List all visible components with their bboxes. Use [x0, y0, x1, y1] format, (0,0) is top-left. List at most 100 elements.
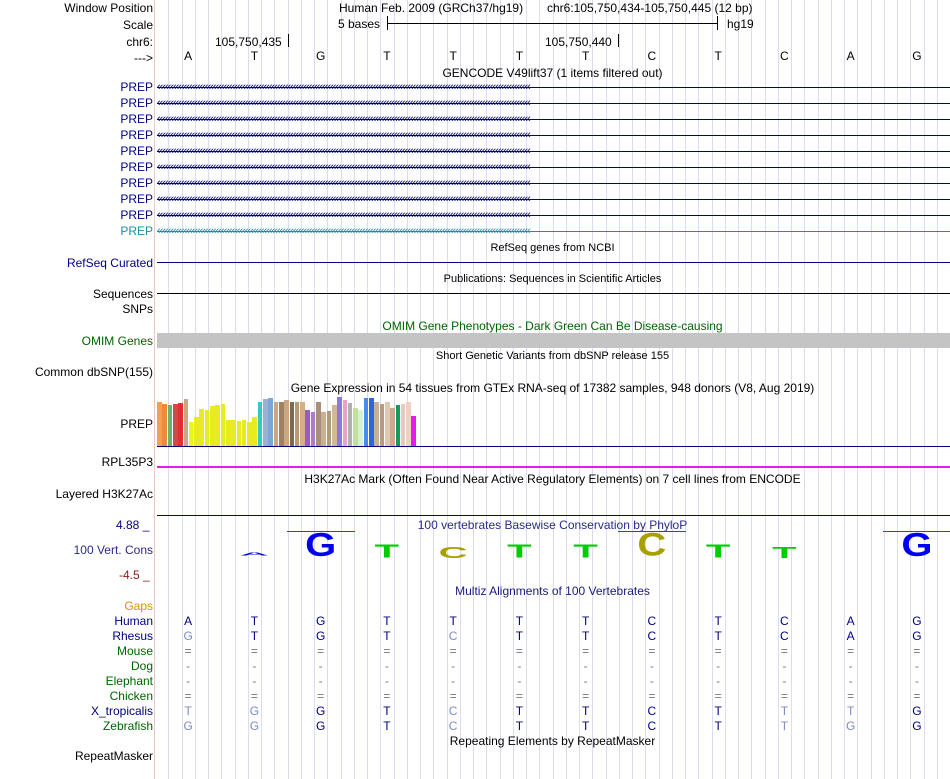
layered-h3k27ac-label[interactable]: Layered H3K27Ac: [55, 487, 153, 501]
refseq-line[interactable]: [157, 262, 950, 263]
position-text[interactable]: chr6:105,750,434-105,750,445 (12 bp): [547, 1, 753, 15]
gtex-tissue-bar[interactable]: [204, 410, 210, 446]
gtex-tissue-bar[interactable]: [400, 404, 406, 446]
gencode-transcript-track[interactable]: ‹‹‹‹‹‹‹‹‹‹‹‹‹‹‹‹‹‹‹‹‹‹‹‹‹‹‹‹‹‹‹‹‹‹‹‹‹‹‹‹…: [157, 129, 950, 142]
phylop-base-glyph[interactable]: T: [573, 540, 598, 562]
gencode-transcript-label[interactable]: PREP: [120, 96, 153, 110]
species-label[interactable]: Dog: [130, 659, 153, 673]
gtex-tissue-bar[interactable]: [273, 402, 279, 446]
gencode-transcript-track[interactable]: ‹‹‹‹‹‹‹‹‹‹‹‹‹‹‹‹‹‹‹‹‹‹‹‹‹‹‹‹‹‹‹‹‹‹‹‹‹‹‹‹…: [157, 97, 950, 110]
gtex-tissue-bar[interactable]: [369, 398, 374, 446]
phylop-base-glyph[interactable]: T: [705, 540, 731, 562]
gtex-tissue-bar[interactable]: [178, 403, 183, 446]
gtex-tissue-bar[interactable]: [337, 397, 342, 446]
species-label[interactable]: Chicken: [109, 689, 153, 703]
phylop-base-glyph[interactable]: T: [507, 540, 532, 562]
gtex-tissue-bar[interactable]: [384, 402, 390, 446]
gtex-tissue-bar[interactable]: [331, 405, 337, 446]
gtex-tissue-bar[interactable]: [225, 420, 231, 446]
gtex-tissue-bar[interactable]: [252, 417, 258, 446]
gtex-gene2-label[interactable]: RPL35P3: [101, 455, 153, 469]
gencode-transcript-label[interactable]: PREP: [120, 144, 153, 158]
gtex-tissue-bar[interactable]: [157, 402, 162, 446]
gtex-tissue-bar[interactable]: [268, 398, 273, 446]
gtex-gene-label[interactable]: PREP: [120, 417, 153, 431]
phylop-label[interactable]: 100 Vert. Cons: [73, 543, 153, 557]
gencode-transcript-track[interactable]: ‹‹‹‹‹‹‹‹‹‹‹‹‹‹‹‹‹‹‹‹‹‹‹‹‹‹‹‹‹‹‹‹‹‹‹‹‹‹‹‹…: [157, 113, 950, 126]
gencode-title[interactable]: GENCODE V49lift37 (1 items filtered out): [442, 66, 663, 80]
gtex-tissue-bar[interactable]: [220, 404, 226, 446]
refseq-title[interactable]: RefSeq genes from NCBI: [490, 242, 615, 254]
gtex-tissue-bar[interactable]: [294, 402, 300, 446]
gtex-tissue-bar[interactable]: [300, 402, 305, 446]
gtex-tissue-bar[interactable]: [374, 402, 379, 446]
gtex-tissue-bar[interactable]: [257, 402, 263, 446]
gencode-transcript-track[interactable]: ‹‹‹‹‹‹‹‹‹‹‹‹‹‹‹‹‹‹‹‹‹‹‹‹‹‹‹‹‹‹‹‹‹‹‹‹‹‹‹‹…: [157, 193, 950, 206]
gtex-tissue-bar[interactable]: [305, 410, 311, 446]
gtex-tissue-bar[interactable]: [188, 422, 194, 446]
gencode-transcript-label[interactable]: PREP: [120, 112, 153, 126]
gencode-transcript-label[interactable]: PREP: [120, 192, 153, 206]
refseq-curated-label[interactable]: RefSeq Curated: [66, 256, 153, 270]
snps-label[interactable]: SNPs: [122, 302, 153, 316]
gtex-tissue-bar[interactable]: [363, 398, 369, 446]
common-dbsnp-label[interactable]: Common dbSNP(155): [34, 365, 153, 379]
phylop-base-glyph[interactable]: C: [438, 544, 468, 562]
gtex-tissue-bar[interactable]: [321, 412, 326, 446]
gencode-transcript-track[interactable]: ‹‹‹‹‹‹‹‹‹‹‹‹‹‹‹‹‹‹‹‹‹‹‹‹‹‹‹‹‹‹‹‹‹‹‹‹‹‹‹‹…: [157, 161, 950, 174]
gtex-tissue-bar[interactable]: [289, 402, 295, 446]
gtex-tissue-bar[interactable]: [379, 404, 385, 446]
gencode-transcript-label[interactable]: PREP: [120, 128, 153, 142]
gencode-transcript-track[interactable]: ‹‹‹‹‹‹‹‹‹‹‹‹‹‹‹‹‹‹‹‹‹‹‹‹‹‹‹‹‹‹‹‹‹‹‹‹‹‹‹‹…: [157, 81, 950, 94]
rpl35p3-line[interactable]: [157, 466, 950, 468]
gencode-transcript-label[interactable]: PREP: [120, 160, 153, 174]
species-label[interactable]: Human: [114, 614, 153, 628]
gtex-tissue-bar[interactable]: [406, 402, 411, 446]
gencode-transcript-label[interactable]: PREP: [120, 208, 153, 222]
gtex-tissue-bar[interactable]: [342, 400, 348, 446]
gtex-tissue-bar[interactable]: [231, 420, 236, 446]
gtex-tissue-bar[interactable]: [263, 399, 268, 446]
gtex-tissue-bar[interactable]: [247, 422, 252, 446]
phylop-base-glyph[interactable]: T: [772, 544, 797, 562]
publications-line[interactable]: [157, 293, 950, 294]
sequences-label[interactable]: Sequences: [92, 287, 153, 301]
phylop-base-glyph[interactable]: G: [305, 526, 337, 564]
gtex-title[interactable]: Gene Expression in 54 tissues from GTEx …: [290, 381, 815, 395]
gtex-tissue-bar[interactable]: [215, 405, 220, 446]
multiz-title[interactable]: Multiz Alignments of 100 Vertebrates: [455, 584, 650, 598]
gtex-prep-line[interactable]: [157, 446, 950, 447]
h3k27ac-title[interactable]: H3K27Ac Mark (Often Found Near Active Re…: [304, 472, 801, 486]
gtex-tissue-bar[interactable]: [183, 399, 189, 446]
gtex-tissue-bar[interactable]: [353, 408, 358, 446]
gtex-tissue-bar[interactable]: [284, 400, 289, 446]
gencode-transcript-track[interactable]: ‹‹‹‹‹‹‹‹‹‹‹‹‹‹‹‹‹‹‹‹‹‹‹‹‹‹‹‹‹‹‹‹‹‹‹‹‹‹‹‹…: [157, 225, 950, 238]
dbsnp-title[interactable]: Short Genetic Variants from dbSNP releas…: [435, 350, 670, 362]
species-label[interactable]: X_tropicalis: [90, 704, 153, 718]
publications-title[interactable]: Publications: Sequences in Scientific Ar…: [443, 273, 662, 285]
repeatmasker-label[interactable]: RepeatMasker: [74, 749, 153, 763]
omim-feature-bar[interactable]: [157, 333, 950, 348]
phylop-title[interactable]: 100 vertebrates Basewise Conservation by…: [417, 518, 688, 532]
phylop-base-glyph[interactable]: T: [374, 540, 400, 562]
phylop-base-glyph[interactable]: C: [637, 527, 667, 563]
gtex-tissue-bar[interactable]: [241, 420, 247, 446]
gtex-tissue-bar[interactable]: [172, 404, 178, 446]
gtex-tissue-bar[interactable]: [395, 405, 401, 446]
gtex-tissue-bar[interactable]: [278, 402, 284, 446]
gencode-transcript-track[interactable]: ‹‹‹‹‹‹‹‹‹‹‹‹‹‹‹‹‹‹‹‹‹‹‹‹‹‹‹‹‹‹‹‹‹‹‹‹‹‹‹‹…: [157, 209, 950, 222]
gencode-transcript-label[interactable]: PREP: [120, 224, 153, 238]
gtex-tissue-bar[interactable]: [411, 416, 417, 446]
gtex-tissue-bar[interactable]: [210, 406, 215, 446]
gtex-tissue-bar[interactable]: [358, 410, 364, 446]
gtex-tissue-bar[interactable]: [347, 403, 353, 446]
gencode-transcript-track[interactable]: ‹‹‹‹‹‹‹‹‹‹‹‹‹‹‹‹‹‹‹‹‹‹‹‹‹‹‹‹‹‹‹‹‹‹‹‹‹‹‹‹…: [157, 177, 950, 190]
omim-genes-label[interactable]: OMIM Genes: [81, 334, 153, 348]
repeatmasker-title[interactable]: Repeating Elements by RepeatMasker: [449, 734, 656, 748]
gencode-transcript-label[interactable]: PREP: [120, 176, 153, 190]
gtex-tissue-bar[interactable]: [162, 404, 167, 446]
gtex-tissue-bar[interactable]: [236, 421, 242, 446]
phylop-base-glyph[interactable]: G: [901, 526, 933, 564]
gtex-tissue-bar[interactable]: [310, 412, 316, 446]
